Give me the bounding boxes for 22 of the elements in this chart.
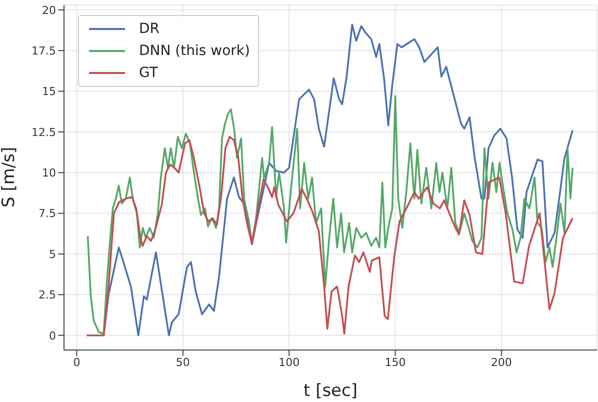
x-tick-label: 50 [176,356,190,369]
x-axis-title: t [sec] [304,381,358,401]
y-tick-label: 5 [49,248,56,261]
line-series [102,24,574,336]
y-tick-label: 15 [42,85,56,98]
x-tick-label: 100 [278,356,300,369]
y-tick-label: 12.5 [32,126,56,139]
line-series [86,95,574,335]
y-tick-label: 10 [42,166,56,180]
x-tick-label: 0 [73,356,80,369]
y-tick-label: 2.5 [38,288,56,302]
line-series [86,136,574,336]
y-tick-label: 7.5 [38,207,56,220]
y-tick-label: 0 [49,329,56,342]
legend-label: DR [139,20,160,39]
y-tick-label: 20 [42,4,56,17]
legend-label: DNN (this work) [139,42,250,61]
x-tick-label: 150 [384,356,406,369]
y-tick-label: 17.5 [32,44,56,58]
y-axis-title: S [m/s] [0,146,20,208]
x-tick-label: 200 [490,356,512,369]
legend-label: GT [139,64,158,83]
